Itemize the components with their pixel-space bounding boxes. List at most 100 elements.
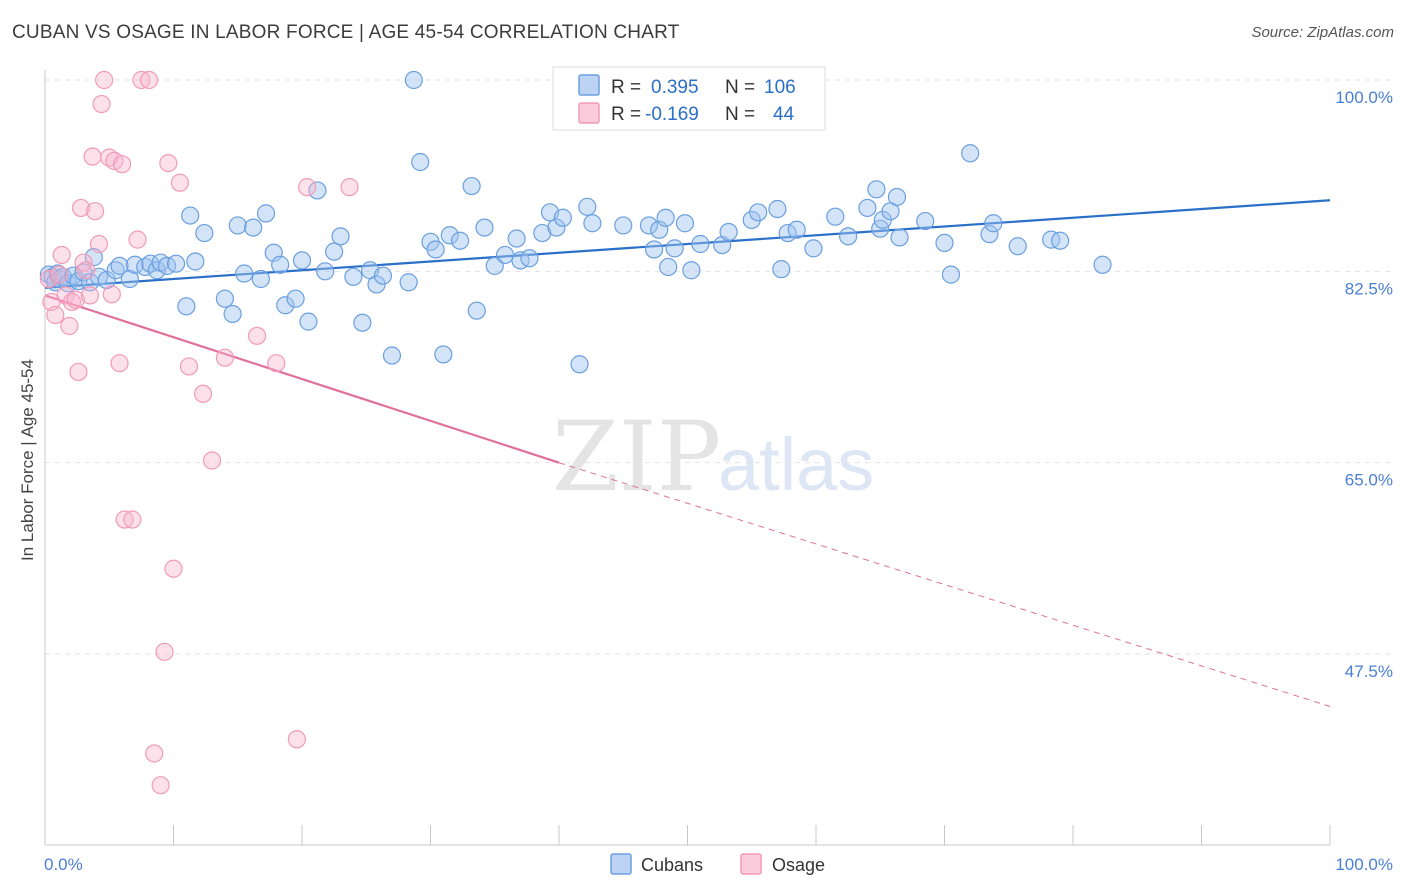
osage-point — [71, 198, 91, 218]
y-tick-label: 65.0% — [1345, 471, 1393, 490]
osage-point — [86, 202, 105, 221]
legend-swatch-cubans — [578, 74, 600, 96]
cuban-point — [325, 242, 344, 261]
cuban-point — [344, 267, 363, 286]
x-tick-label-max: 100.0% — [1335, 855, 1393, 874]
osage-point — [202, 451, 222, 470]
cuban-point — [450, 231, 470, 250]
series-swatch-osage — [740, 853, 762, 875]
cuban-point — [553, 208, 572, 227]
osage-point — [83, 147, 102, 166]
osage-point — [80, 286, 100, 305]
cuban-point — [1093, 255, 1112, 274]
cuban-point — [271, 255, 290, 274]
y-tick-label: 100.0% — [1335, 88, 1393, 107]
cuban-point — [890, 228, 909, 247]
legend-r-value-cubans: 0.395 — [651, 77, 699, 98]
cuban-point — [570, 355, 589, 374]
osage-point — [340, 178, 359, 197]
cuban-point — [583, 214, 602, 233]
cuban-point — [772, 260, 791, 279]
osage-point — [50, 265, 69, 284]
data-points — [39, 70, 1112, 795]
cuban-point — [440, 226, 459, 245]
series-label-osage: Osage — [772, 855, 825, 875]
cuban-point — [1051, 231, 1070, 250]
axes — [44, 70, 1331, 846]
osage-point — [128, 230, 147, 249]
cuban-point — [120, 269, 139, 289]
cuban-point — [244, 218, 263, 237]
osage-point — [102, 285, 121, 304]
cuban-point — [475, 218, 494, 237]
cuban-point — [404, 70, 423, 90]
cuban-point — [434, 345, 453, 364]
osage-point — [112, 155, 132, 174]
watermark-atlas: atlas — [718, 423, 874, 506]
cuban-point — [292, 251, 312, 270]
osage-point — [39, 269, 58, 289]
source-label: Source: ZipAtlas.com — [1251, 24, 1394, 41]
osage-trend-extension — [558, 462, 1331, 707]
osage-point — [193, 384, 213, 403]
cuban-point — [980, 225, 999, 244]
cuban-point — [195, 223, 214, 243]
watermark-zip: ZIP — [552, 401, 721, 513]
cuban-point — [520, 249, 539, 268]
osage-point — [298, 178, 317, 197]
cuban-point — [166, 254, 186, 273]
legend-r-label-cubans: R = — [611, 77, 641, 98]
stats-legend: R = 0.395 N = 106 R = -0.169 N = 44 — [552, 66, 826, 131]
chart-title: CUBAN VS OSAGE IN LABOR FORCE | AGE 45-5… — [12, 22, 680, 43]
osage-point — [89, 234, 109, 254]
cuban-point — [804, 239, 823, 258]
cuban-point — [235, 264, 254, 283]
cuban-point — [639, 216, 659, 235]
osage-point — [95, 70, 114, 90]
trend-lines — [44, 199, 1331, 707]
grid-lines — [45, 79, 1390, 655]
osage-point — [267, 354, 286, 373]
osage-point — [139, 70, 159, 90]
cuban-point — [719, 222, 738, 242]
cuban-point — [316, 262, 335, 281]
osage-point — [170, 173, 190, 192]
cuban-point — [223, 304, 242, 324]
cuban-point — [787, 220, 806, 239]
legend-swatch-osage — [578, 102, 600, 124]
cuban-point — [961, 144, 980, 163]
osage-point — [77, 261, 96, 280]
osage-point — [145, 744, 164, 763]
cuban-point — [867, 180, 886, 199]
cuban-point — [839, 227, 858, 246]
cuban-point — [533, 223, 552, 243]
cuban-point — [916, 211, 935, 231]
cuban-point — [308, 181, 327, 200]
cuban-point — [177, 297, 196, 316]
cuban-point — [1008, 237, 1027, 256]
cuban-point — [656, 208, 675, 227]
cuban-point — [286, 289, 305, 308]
cuban-point — [251, 269, 270, 289]
cuban-point — [495, 245, 515, 265]
x-tick-labels: 0.0% 100.0% — [44, 855, 1393, 874]
cuban-point — [675, 214, 695, 233]
cuban-point — [382, 346, 402, 365]
cuban-point — [215, 289, 234, 308]
legend-n-label-cubans: N = — [725, 77, 755, 98]
osage-point — [60, 316, 79, 336]
osage-point — [215, 348, 234, 367]
cuban-point — [353, 313, 372, 332]
legend-r-label-osage: R = — [611, 104, 641, 125]
cuban-point — [547, 218, 566, 237]
osage-point — [52, 245, 71, 265]
y-tick-labels: 100.0% 82.5% 65.0% 47.5% — [1335, 88, 1393, 681]
osage-point — [92, 94, 111, 114]
cuban-point — [858, 198, 877, 218]
osage-point — [159, 153, 178, 173]
y-tick-label: 47.5% — [1345, 662, 1393, 681]
cuban-point — [826, 207, 845, 226]
osage-point — [155, 642, 174, 661]
cuban-point — [331, 227, 350, 246]
osage-point — [287, 730, 306, 749]
